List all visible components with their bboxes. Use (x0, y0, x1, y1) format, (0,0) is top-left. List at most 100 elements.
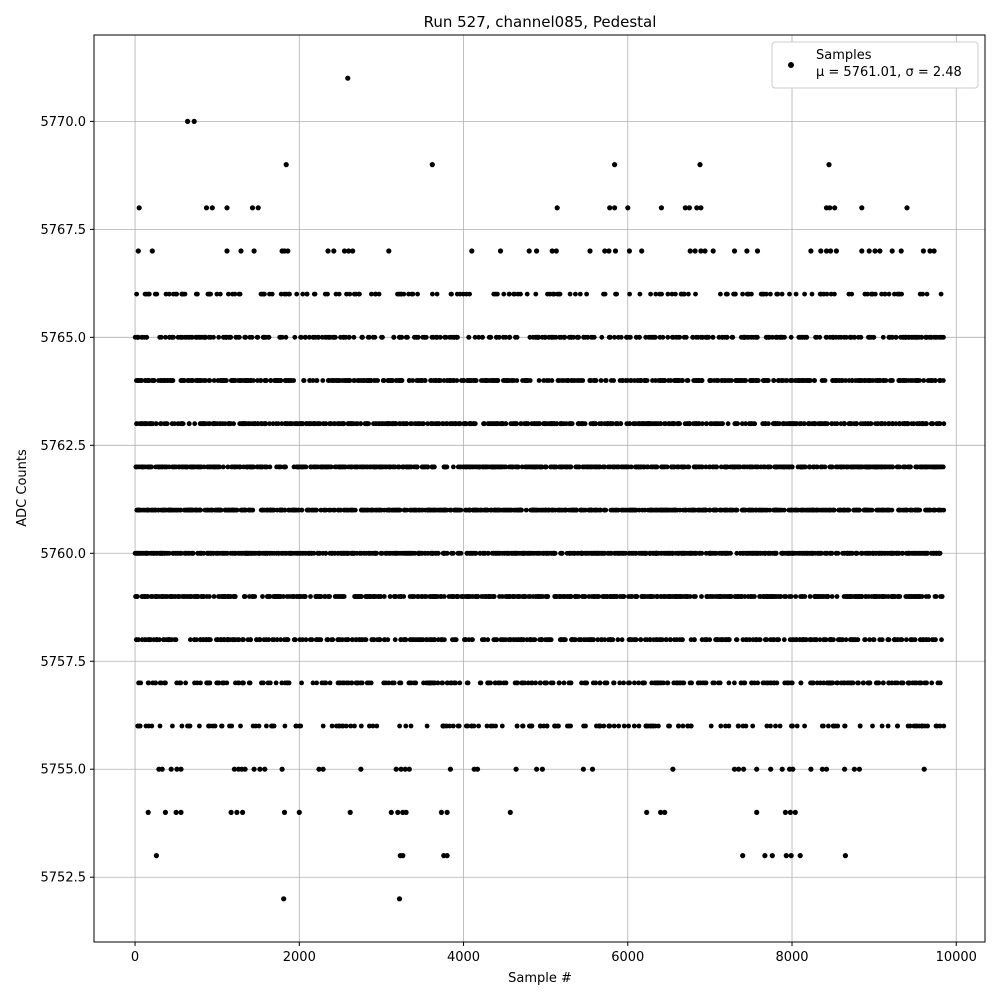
data-point (377, 508, 382, 513)
data-point (294, 551, 299, 556)
data-point (603, 681, 608, 686)
data-point (894, 551, 899, 556)
data-point (938, 378, 943, 383)
data-point (594, 508, 599, 513)
data-point (924, 421, 929, 426)
data-point (193, 594, 198, 599)
data-point (763, 637, 768, 642)
data-point (310, 637, 315, 642)
data-point (771, 421, 776, 426)
data-point (285, 637, 290, 642)
data-point (775, 465, 780, 470)
data-point (247, 335, 252, 340)
data-point (359, 637, 364, 642)
data-point (890, 465, 895, 470)
data-point (714, 508, 719, 513)
data-point (232, 508, 237, 513)
data-point (722, 335, 727, 340)
data-point (299, 681, 304, 686)
data-point (226, 465, 231, 470)
data-point (762, 465, 767, 470)
data-point (324, 421, 329, 426)
data-point (326, 465, 331, 470)
data-point (600, 551, 605, 556)
data-point (938, 594, 943, 599)
data-point (227, 421, 232, 426)
data-point (629, 508, 634, 513)
data-point (823, 421, 828, 426)
data-point (446, 378, 451, 383)
data-point (458, 421, 463, 426)
data-point (220, 594, 225, 599)
data-point (453, 681, 458, 686)
data-point (818, 551, 823, 556)
data-point (723, 465, 728, 470)
data-point (558, 637, 563, 642)
data-point (597, 465, 602, 470)
data-point (338, 335, 343, 340)
data-point (339, 551, 344, 556)
data-point (298, 637, 303, 642)
data-point (167, 335, 172, 340)
data-point (730, 508, 735, 513)
data-point (262, 421, 267, 426)
data-point (464, 465, 469, 470)
data-point (649, 681, 654, 686)
data-point (569, 335, 574, 340)
data-point (712, 421, 717, 426)
data-point (190, 335, 195, 340)
data-point (751, 637, 756, 642)
data-point (890, 421, 895, 426)
data-point (581, 465, 586, 470)
data-point (762, 551, 767, 556)
data-point (359, 465, 364, 470)
data-point (282, 551, 287, 556)
data-point (152, 551, 157, 556)
data-point (498, 551, 503, 556)
data-point (483, 378, 488, 383)
data-point (236, 335, 241, 340)
data-point (753, 335, 758, 340)
data-point (489, 378, 494, 383)
data-point (576, 421, 581, 426)
data-point (890, 378, 895, 383)
data-point (160, 594, 165, 599)
data-point (423, 378, 428, 383)
data-point (398, 637, 403, 642)
data-point (904, 637, 909, 642)
data-point (840, 378, 845, 383)
data-point (378, 594, 383, 599)
data-point (649, 421, 654, 426)
data-point (135, 378, 140, 383)
data-point (492, 637, 497, 642)
data-point (789, 465, 794, 470)
data-point (766, 335, 771, 340)
data-point (327, 508, 332, 513)
data-point (787, 594, 792, 599)
data-point (250, 465, 255, 470)
data-point (465, 551, 470, 556)
data-point (544, 378, 549, 383)
data-point (660, 378, 665, 383)
data-point (845, 594, 850, 599)
data-point (648, 551, 653, 556)
data-point (199, 465, 204, 470)
data-point (734, 378, 739, 383)
data-point (797, 378, 802, 383)
data-point (260, 551, 265, 556)
data-point (574, 465, 579, 470)
data-point (808, 594, 813, 599)
data-point (743, 508, 748, 513)
data-point (335, 637, 340, 642)
data-point (800, 637, 805, 642)
data-point (780, 335, 785, 340)
data-point (159, 551, 164, 556)
data-point (765, 594, 770, 599)
data-point (224, 378, 229, 383)
data-point (859, 594, 864, 599)
data-point (380, 335, 385, 340)
data-point (293, 421, 298, 426)
data-point (342, 594, 347, 599)
data-point (424, 335, 429, 340)
data-point (469, 551, 474, 556)
